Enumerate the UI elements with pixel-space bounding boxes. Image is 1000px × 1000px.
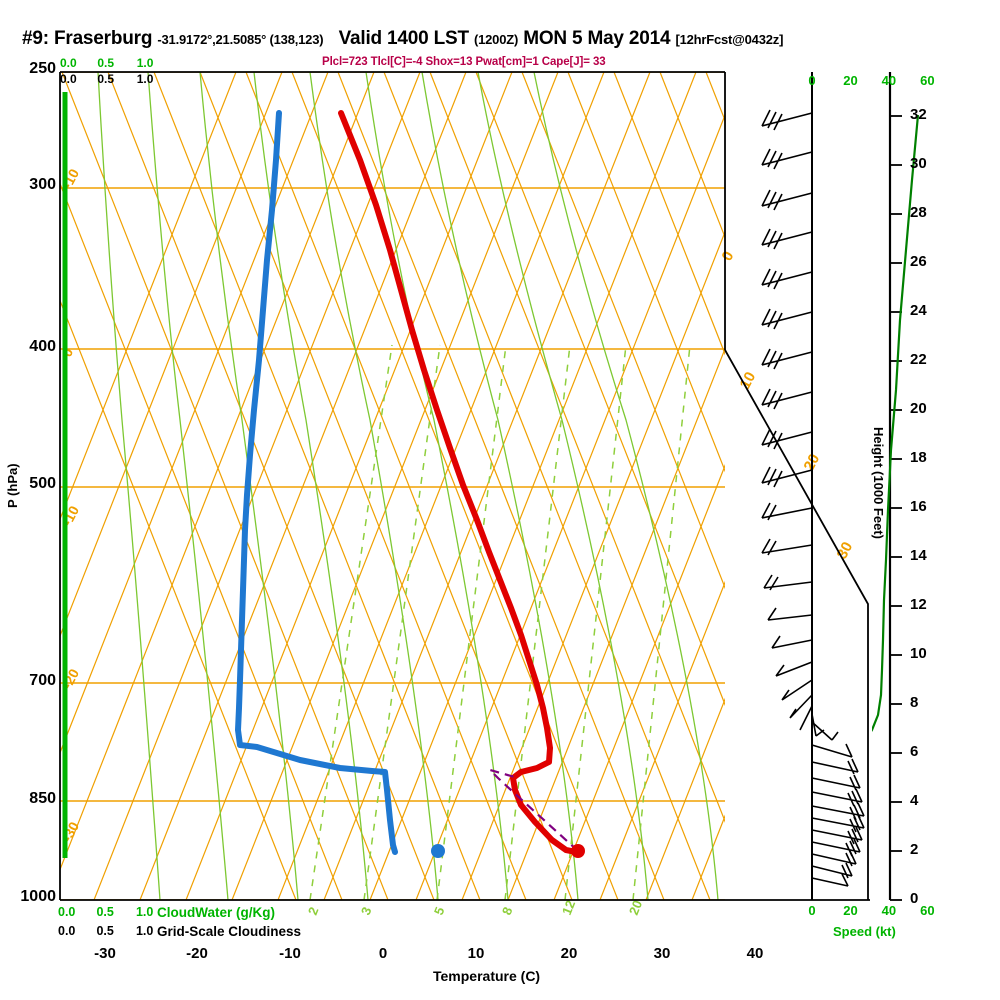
- height-profile-curve: [872, 114, 920, 732]
- pressure-tick-700: 700: [29, 672, 56, 689]
- valid-time-zulu: (1200Z): [473, 32, 519, 47]
- valid-date: MON 5 May 2014: [523, 28, 671, 49]
- temp-tick-10: 10: [467, 945, 485, 962]
- pressure-tick-850: 850: [29, 790, 56, 807]
- pressure-tick-250: 250: [29, 60, 56, 77]
- mixing-ratio-lines: [309, 344, 691, 900]
- temp-tick-0: 0: [378, 945, 388, 962]
- svg-text:3: 3: [358, 905, 375, 917]
- forecast-label: [12hrFcst@0432z]: [675, 32, 784, 47]
- temp-tick--10: -10: [279, 945, 301, 962]
- station-id: #9:: [22, 28, 49, 49]
- cloudwater-scale-top: 0.0 0.5 1.0: [60, 56, 154, 70]
- page-title: #9: Fraserburg -31.9172°,21.5085° (138,1…: [22, 28, 783, 50]
- svg-text:10: 10: [737, 369, 760, 392]
- pressure-axis-title: P (hPa): [5, 463, 20, 508]
- dewpoint-curve: [235, 110, 398, 855]
- temperature-axis-title: Temperature (C): [433, 968, 541, 984]
- temp-tick-20: 20: [560, 945, 578, 962]
- pressure-tick-1000: 1000: [20, 888, 56, 905]
- surface-dewpoint-dot: [431, 844, 445, 858]
- cloudwater-scale-bottom: 0.0 0.5 1.0: [58, 905, 154, 919]
- height-tick-16: 16: [910, 498, 927, 515]
- svg-text:30: 30: [834, 539, 857, 562]
- svg-text:2: 2: [305, 905, 322, 917]
- svg-text:20: 20: [626, 898, 645, 917]
- temp-tick--30: -30: [94, 945, 116, 962]
- dry-adiabat-lines: [60, 72, 725, 900]
- height-tick-32: 32: [910, 106, 927, 123]
- height-tick-22: 22: [910, 351, 927, 368]
- pressure-tick-300: 300: [29, 176, 56, 193]
- height-axis-ticks: [890, 115, 902, 901]
- height-tick-8: 8: [910, 694, 919, 711]
- plot-frame: [59, 71, 870, 901]
- temp-tick--20: -20: [186, 945, 208, 962]
- height-tick-4: 4: [910, 792, 919, 809]
- pressure-tick-400: 400: [29, 338, 56, 355]
- height-tick-2: 2: [910, 841, 919, 858]
- cloudiness-scale-top: 0.0 0.5 1.0: [60, 72, 154, 86]
- temp-tick-40: 40: [746, 945, 764, 962]
- height-tick-6: 6: [910, 743, 919, 760]
- temperature-curve: [338, 110, 579, 855]
- speed-scale-top: 0 20 40 60: [808, 73, 935, 88]
- svg-text:5: 5: [431, 905, 448, 917]
- height-tick-14: 14: [910, 547, 927, 564]
- surface-temperature-dot: [571, 844, 585, 858]
- height-tick-12: 12: [910, 596, 927, 613]
- height-tick-28: 28: [910, 204, 927, 221]
- height-tick-24: 24: [910, 302, 927, 319]
- svg-text:8: 8: [499, 905, 516, 917]
- svg-text:12: 12: [559, 898, 578, 917]
- isotherm-labels-right: 0 10 20 30: [719, 249, 857, 562]
- height-tick-18: 18: [910, 449, 927, 466]
- height-tick-26: 26: [910, 253, 927, 270]
- pressure-tick-500: 500: [29, 475, 56, 492]
- height-tick-10: 10: [910, 645, 927, 662]
- cloudwater-axis-label: CloudWater (g/Kg): [157, 905, 275, 920]
- sounding-stats: Plcl=723 Tlcl[C]=-4 Shox=13 Pwat[cm]=1 C…: [322, 56, 606, 68]
- moist-adiabat-lines: [97, 72, 719, 900]
- wind-barbs: [761, 109, 865, 887]
- temp-tick-30: 30: [653, 945, 671, 962]
- height-tick-30: 30: [910, 155, 927, 172]
- height-axis-title: Height (1000 Feet): [871, 427, 886, 539]
- valid-time: Valid 1400 LST: [338, 28, 469, 49]
- height-tick-20: 20: [910, 400, 927, 417]
- station-coords: -31.9172°,21.5085° (138,123): [157, 32, 324, 47]
- speed-axis-title: Speed (kt): [833, 924, 896, 939]
- cloudiness-scale-bottom: 0.0 0.5 1.0: [58, 924, 154, 938]
- station-name: Fraserburg: [53, 28, 153, 49]
- mixing-ratio-labels: 2 3 5 8 12 20: [305, 898, 645, 917]
- cloudiness-axis-label: Grid-Scale Cloudiness: [157, 924, 302, 939]
- speed-scale-bottom: 0 20 40 60: [808, 903, 935, 918]
- skewt-gridlines: [60, 72, 725, 900]
- height-tick-0: 0: [910, 890, 919, 907]
